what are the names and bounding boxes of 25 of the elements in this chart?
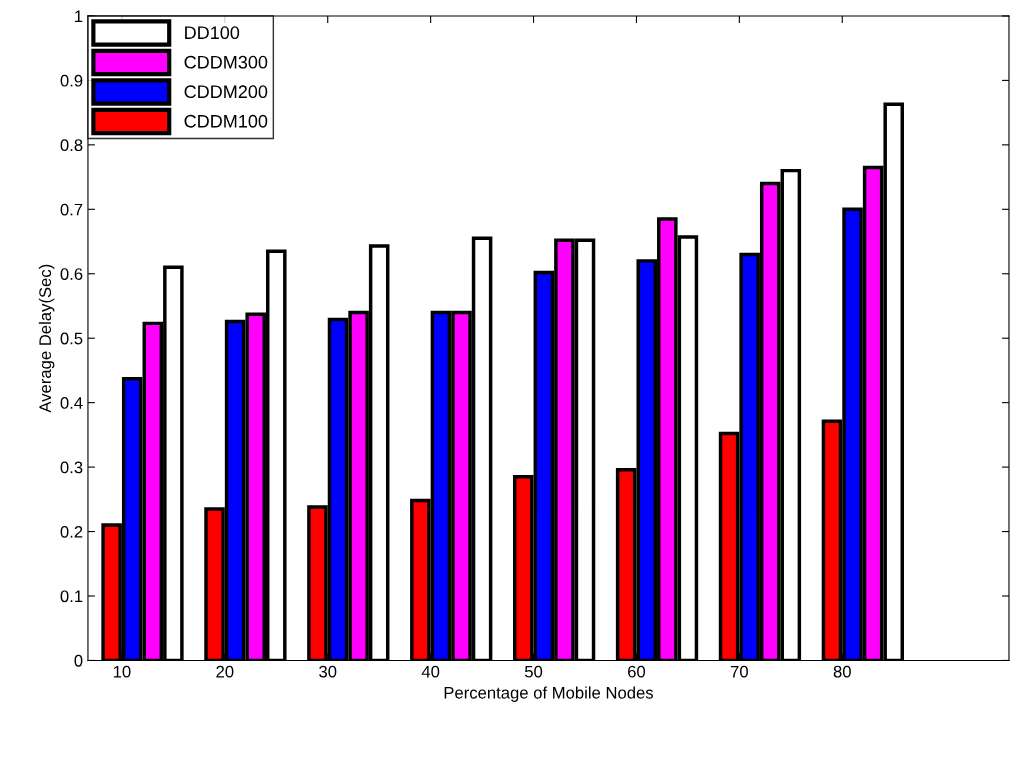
y-tick-label: 0.2 (60, 525, 83, 538)
legend-label: CDDM200 (184, 85, 268, 99)
x-tick-label: 30 (319, 665, 337, 678)
y-tick-label: 0.1 (60, 590, 83, 603)
y-tick-label: 0.3 (60, 461, 83, 474)
y-tick-label: 0.8 (60, 139, 83, 152)
x-tick-label: 60 (628, 665, 646, 678)
x-tick-label: 50 (524, 665, 543, 678)
legend-label: CDDM300 (184, 55, 268, 69)
y-tick-label: 0.7 (60, 203, 83, 216)
x-tick-label: 70 (730, 665, 748, 678)
y-tick-label: 0 (74, 654, 83, 667)
x-tick-label: 20 (216, 665, 234, 678)
y-tick-label: 0.9 (60, 74, 83, 87)
y-tick-label: 1 (75, 10, 83, 22)
y-tick-label: 0.4 (60, 397, 83, 409)
y-axis-title: Average Delay(Sec) (38, 264, 55, 413)
x-tick-label: 40 (421, 665, 440, 678)
legend-label: CDDM100 (184, 114, 268, 128)
y-tick-label: 0.5 (60, 332, 83, 345)
x-tick-label: 80 (833, 665, 851, 678)
y-tick-label: 0.6 (60, 268, 83, 280)
x-axis-title: Percentage of Mobile Nodes (444, 686, 654, 702)
legend-label: DD100 (185, 26, 240, 40)
x-tick-label: 10 (113, 665, 131, 678)
